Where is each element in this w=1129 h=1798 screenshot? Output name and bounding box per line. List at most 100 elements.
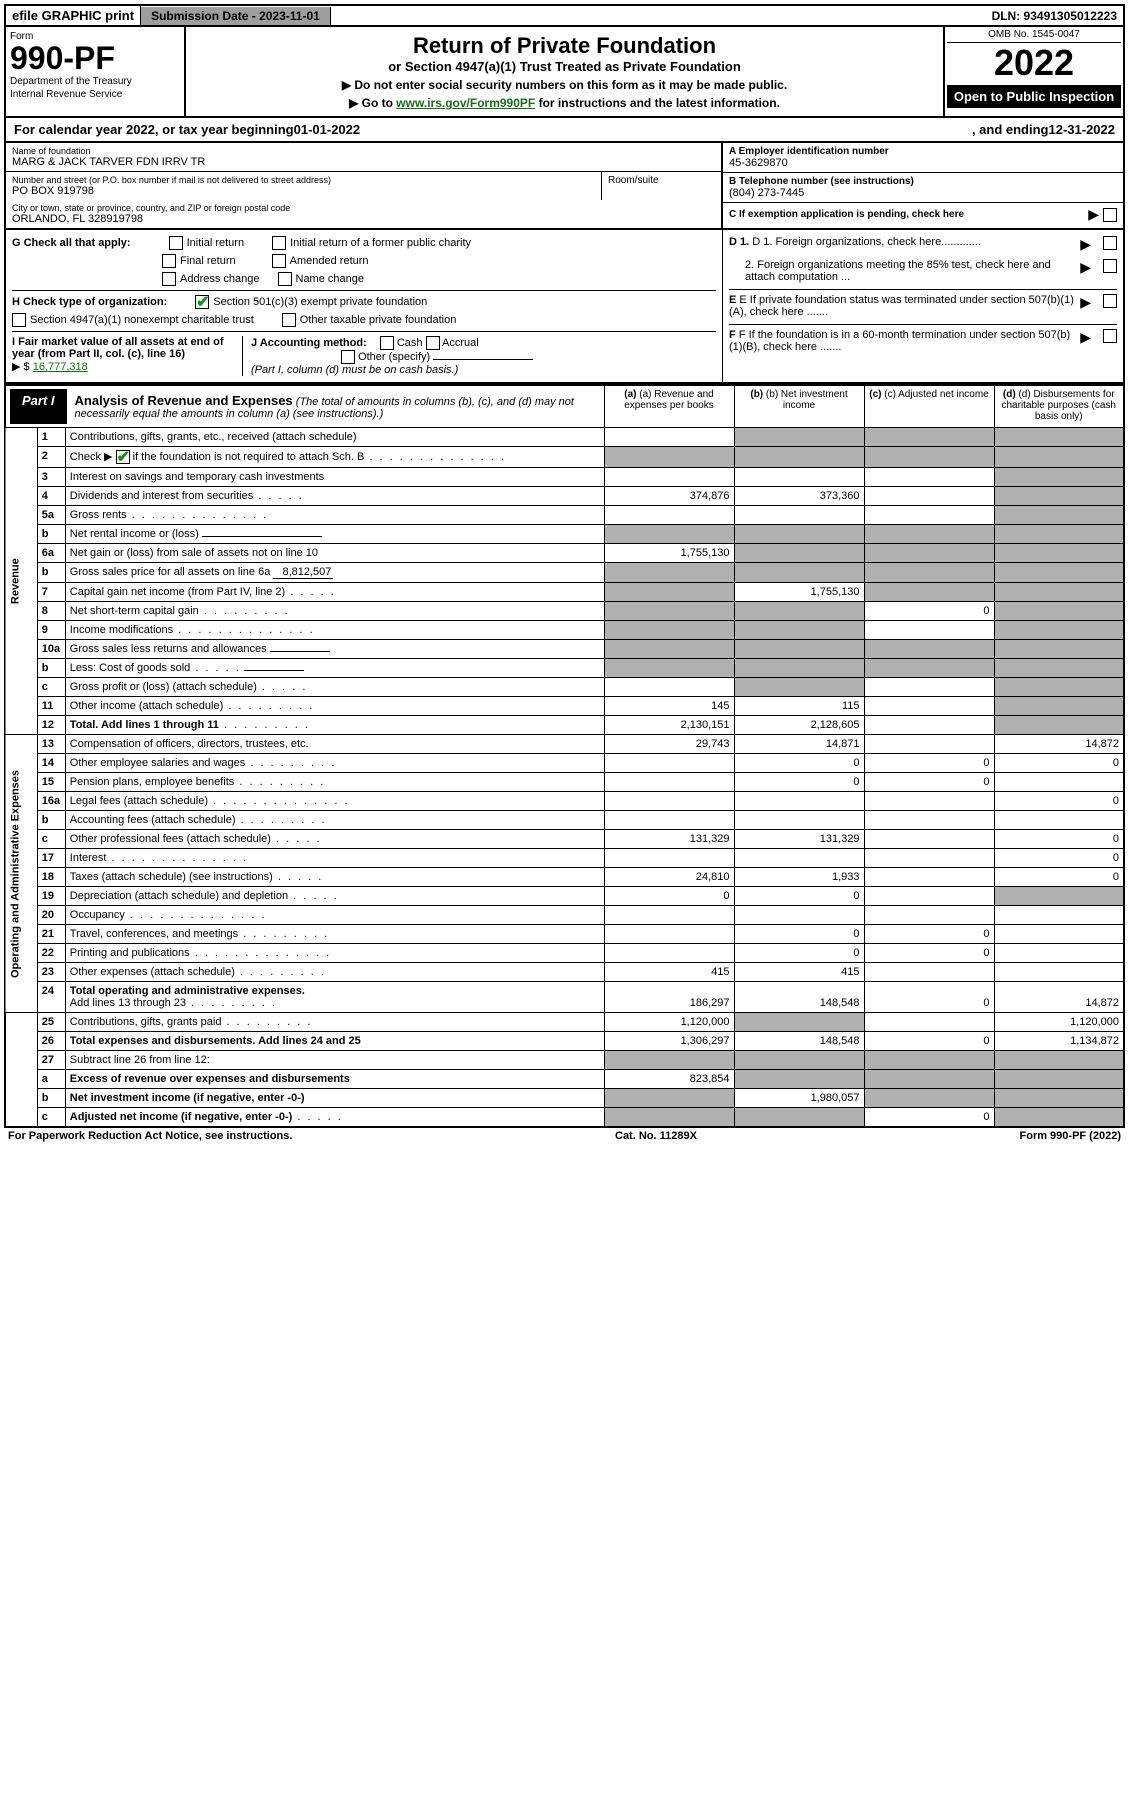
arrow-icon: ▶ bbox=[1080, 294, 1091, 311]
table-row: 20Occupancy bbox=[5, 906, 1124, 925]
form-header: Form 990-PF Department of the Treasury I… bbox=[4, 27, 1125, 118]
table-row: cOther professional fees (attach schedul… bbox=[5, 830, 1124, 849]
goto-note: ▶ Go to www.irs.gov/Form990PF for instru… bbox=[192, 96, 937, 110]
phone-label: B Telephone number (see instructions) bbox=[729, 176, 1117, 187]
city-label: City or town, state or province, country… bbox=[12, 203, 715, 213]
60month-checkbox[interactable] bbox=[1103, 329, 1117, 343]
table-row: 2Check ▶ if the foundation is not requir… bbox=[5, 447, 1124, 468]
open-public-badge: Open to Public Inspection bbox=[947, 85, 1121, 108]
table-row: 19Depreciation (attach schedule) and dep… bbox=[5, 887, 1124, 906]
f-label: F If the foundation is in a 60-month ter… bbox=[729, 329, 1070, 353]
foundation-name: MARG & JACK TARVER FDN IRRV TR bbox=[12, 156, 715, 168]
amended-return-checkbox[interactable] bbox=[272, 254, 286, 268]
ein-value: 45-3629870 bbox=[729, 157, 1117, 169]
j-label: J Accounting method: bbox=[251, 337, 367, 349]
d2-label: 2. Foreign organizations meeting the 85%… bbox=[729, 259, 1076, 283]
col-b-header: (b) Net investment income bbox=[766, 389, 848, 411]
part1-table: Part I Analysis of Revenue and Expenses … bbox=[4, 384, 1125, 1128]
expenses-side-label: Operating and Administrative Expenses bbox=[5, 735, 37, 1013]
g-label: G Check all that apply: bbox=[12, 237, 131, 249]
efile-print-button[interactable]: efile GRAPHIC print bbox=[6, 6, 141, 25]
tax-year: 2022 bbox=[947, 43, 1121, 83]
table-row: cGross profit or (loss) (attach schedule… bbox=[5, 678, 1124, 697]
form-number: 990-PF bbox=[10, 42, 180, 74]
table-row: 4Dividends and interest from securities3… bbox=[5, 487, 1124, 506]
table-row: 10aGross sales less returns and allowanc… bbox=[5, 640, 1124, 659]
table-row: 16aLegal fees (attach schedule)0 bbox=[5, 792, 1124, 811]
table-row: 14Other employee salaries and wages000 bbox=[5, 754, 1124, 773]
table-row: 21Travel, conferences, and meetings00 bbox=[5, 925, 1124, 944]
table-row: 11Other income (attach schedule)145115 bbox=[5, 697, 1124, 716]
omb-number: OMB No. 1545-0047 bbox=[947, 29, 1121, 43]
initial-former-checkbox[interactable] bbox=[272, 236, 286, 250]
irs-link[interactable]: www.irs.gov/Form990PF bbox=[396, 96, 535, 110]
name-change-checkbox[interactable] bbox=[278, 272, 292, 286]
e-label: E If private foundation status was termi… bbox=[729, 294, 1074, 318]
fmv-link[interactable]: 16,777,318 bbox=[33, 361, 88, 373]
top-bar: efile GRAPHIC print Submission Date - 20… bbox=[4, 4, 1125, 27]
year-begin: 01-01-2022 bbox=[294, 122, 361, 137]
cash-checkbox[interactable] bbox=[380, 336, 394, 350]
address-value: PO BOX 919798 bbox=[12, 185, 595, 197]
col-a-header: (a) Revenue and expenses per books bbox=[624, 389, 714, 411]
checks-section: G Check all that apply: Initial return I… bbox=[4, 230, 1125, 384]
part1-title: Analysis of Revenue and Expenses bbox=[75, 393, 293, 408]
table-row: 26Total expenses and disbursements. Add … bbox=[5, 1032, 1124, 1051]
501c3-checkbox[interactable] bbox=[195, 295, 209, 309]
arrow-icon: ▶ bbox=[1080, 236, 1091, 253]
table-row: Operating and Administrative Expenses 13… bbox=[5, 735, 1124, 754]
irs-label: Internal Revenue Service bbox=[10, 89, 180, 100]
ssn-note: ▶ Do not enter social security numbers o… bbox=[192, 78, 937, 92]
city-value: ORLANDO, FL 328919798 bbox=[12, 213, 715, 225]
arrow-icon: ▶ bbox=[1088, 206, 1099, 223]
arrow-icon: ▶ bbox=[1080, 329, 1091, 346]
85pct-checkbox[interactable] bbox=[1103, 259, 1117, 273]
table-row: 7Capital gain net income (from Part IV, … bbox=[5, 583, 1124, 602]
initial-return-checkbox[interactable] bbox=[169, 236, 183, 250]
form-subtitle: or Section 4947(a)(1) Trust Treated as P… bbox=[192, 59, 937, 74]
room-suite-label: Room/suite bbox=[601, 172, 721, 200]
table-row: bGross sales price for all assets on lin… bbox=[5, 563, 1124, 583]
dln: DLN: 93491305012223 bbox=[986, 7, 1123, 25]
table-row: cAdjusted net income (if negative, enter… bbox=[5, 1108, 1124, 1128]
table-row: bNet investment income (if negative, ent… bbox=[5, 1089, 1124, 1108]
table-row: 22Printing and publications00 bbox=[5, 944, 1124, 963]
submission-date: Submission Date - 2023-11-01 bbox=[141, 7, 331, 25]
d1-label: D 1. Foreign organizations, check here..… bbox=[752, 236, 981, 248]
foreign-org-checkbox[interactable] bbox=[1103, 236, 1117, 250]
4947-checkbox[interactable] bbox=[12, 313, 26, 327]
table-row: 12Total. Add lines 1 through 112,130,151… bbox=[5, 716, 1124, 735]
year-end: 12-31-2022 bbox=[1049, 122, 1116, 137]
j-note: (Part I, column (d) must be on cash basi… bbox=[251, 364, 458, 376]
table-row: 5aGross rents bbox=[5, 506, 1124, 525]
table-row: 18Taxes (attach schedule) (see instructi… bbox=[5, 868, 1124, 887]
other-method-checkbox[interactable] bbox=[341, 350, 355, 364]
form-title: Return of Private Foundation bbox=[192, 33, 937, 59]
part1-label: Part I bbox=[10, 389, 67, 424]
phone-value: (804) 273-7445 bbox=[729, 187, 1117, 199]
other-taxable-checkbox[interactable] bbox=[282, 313, 296, 327]
calendar-year-row: For calendar year 2022, or tax year begi… bbox=[4, 118, 1125, 143]
table-row: bAccounting fees (attach schedule) bbox=[5, 811, 1124, 830]
form-footer-label: Form 990-PF (2022) bbox=[1020, 1130, 1121, 1142]
schb-checkbox[interactable] bbox=[116, 450, 130, 464]
table-row: 27Subtract line 26 from line 12: bbox=[5, 1051, 1124, 1070]
exemption-pending-label: C If exemption application is pending, c… bbox=[729, 209, 1084, 220]
table-row: bNet rental income or (loss) bbox=[5, 525, 1124, 544]
table-row: 15Pension plans, employee benefits00 bbox=[5, 773, 1124, 792]
address-change-checkbox[interactable] bbox=[162, 272, 176, 286]
table-row: 6aNet gain or (loss) from sale of assets… bbox=[5, 544, 1124, 563]
col-c-header: (c) Adjusted net income bbox=[884, 389, 989, 400]
table-row: 23Other expenses (attach schedule)415415 bbox=[5, 963, 1124, 982]
ein-label: A Employer identification number bbox=[729, 146, 1117, 157]
exemption-checkbox[interactable] bbox=[1103, 208, 1117, 222]
terminated-checkbox[interactable] bbox=[1103, 294, 1117, 308]
final-return-checkbox[interactable] bbox=[162, 254, 176, 268]
table-row: 25Contributions, gifts, grants paid1,120… bbox=[5, 1013, 1124, 1032]
accrual-checkbox[interactable] bbox=[426, 336, 440, 350]
table-row: bLess: Cost of goods sold bbox=[5, 659, 1124, 678]
arrow-icon: ▶ bbox=[1080, 259, 1091, 276]
table-row: 24Total operating and administrative exp… bbox=[5, 982, 1124, 1013]
i-label: I Fair market value of all assets at end… bbox=[12, 336, 224, 360]
h-label: H Check type of organization: bbox=[12, 296, 167, 308]
